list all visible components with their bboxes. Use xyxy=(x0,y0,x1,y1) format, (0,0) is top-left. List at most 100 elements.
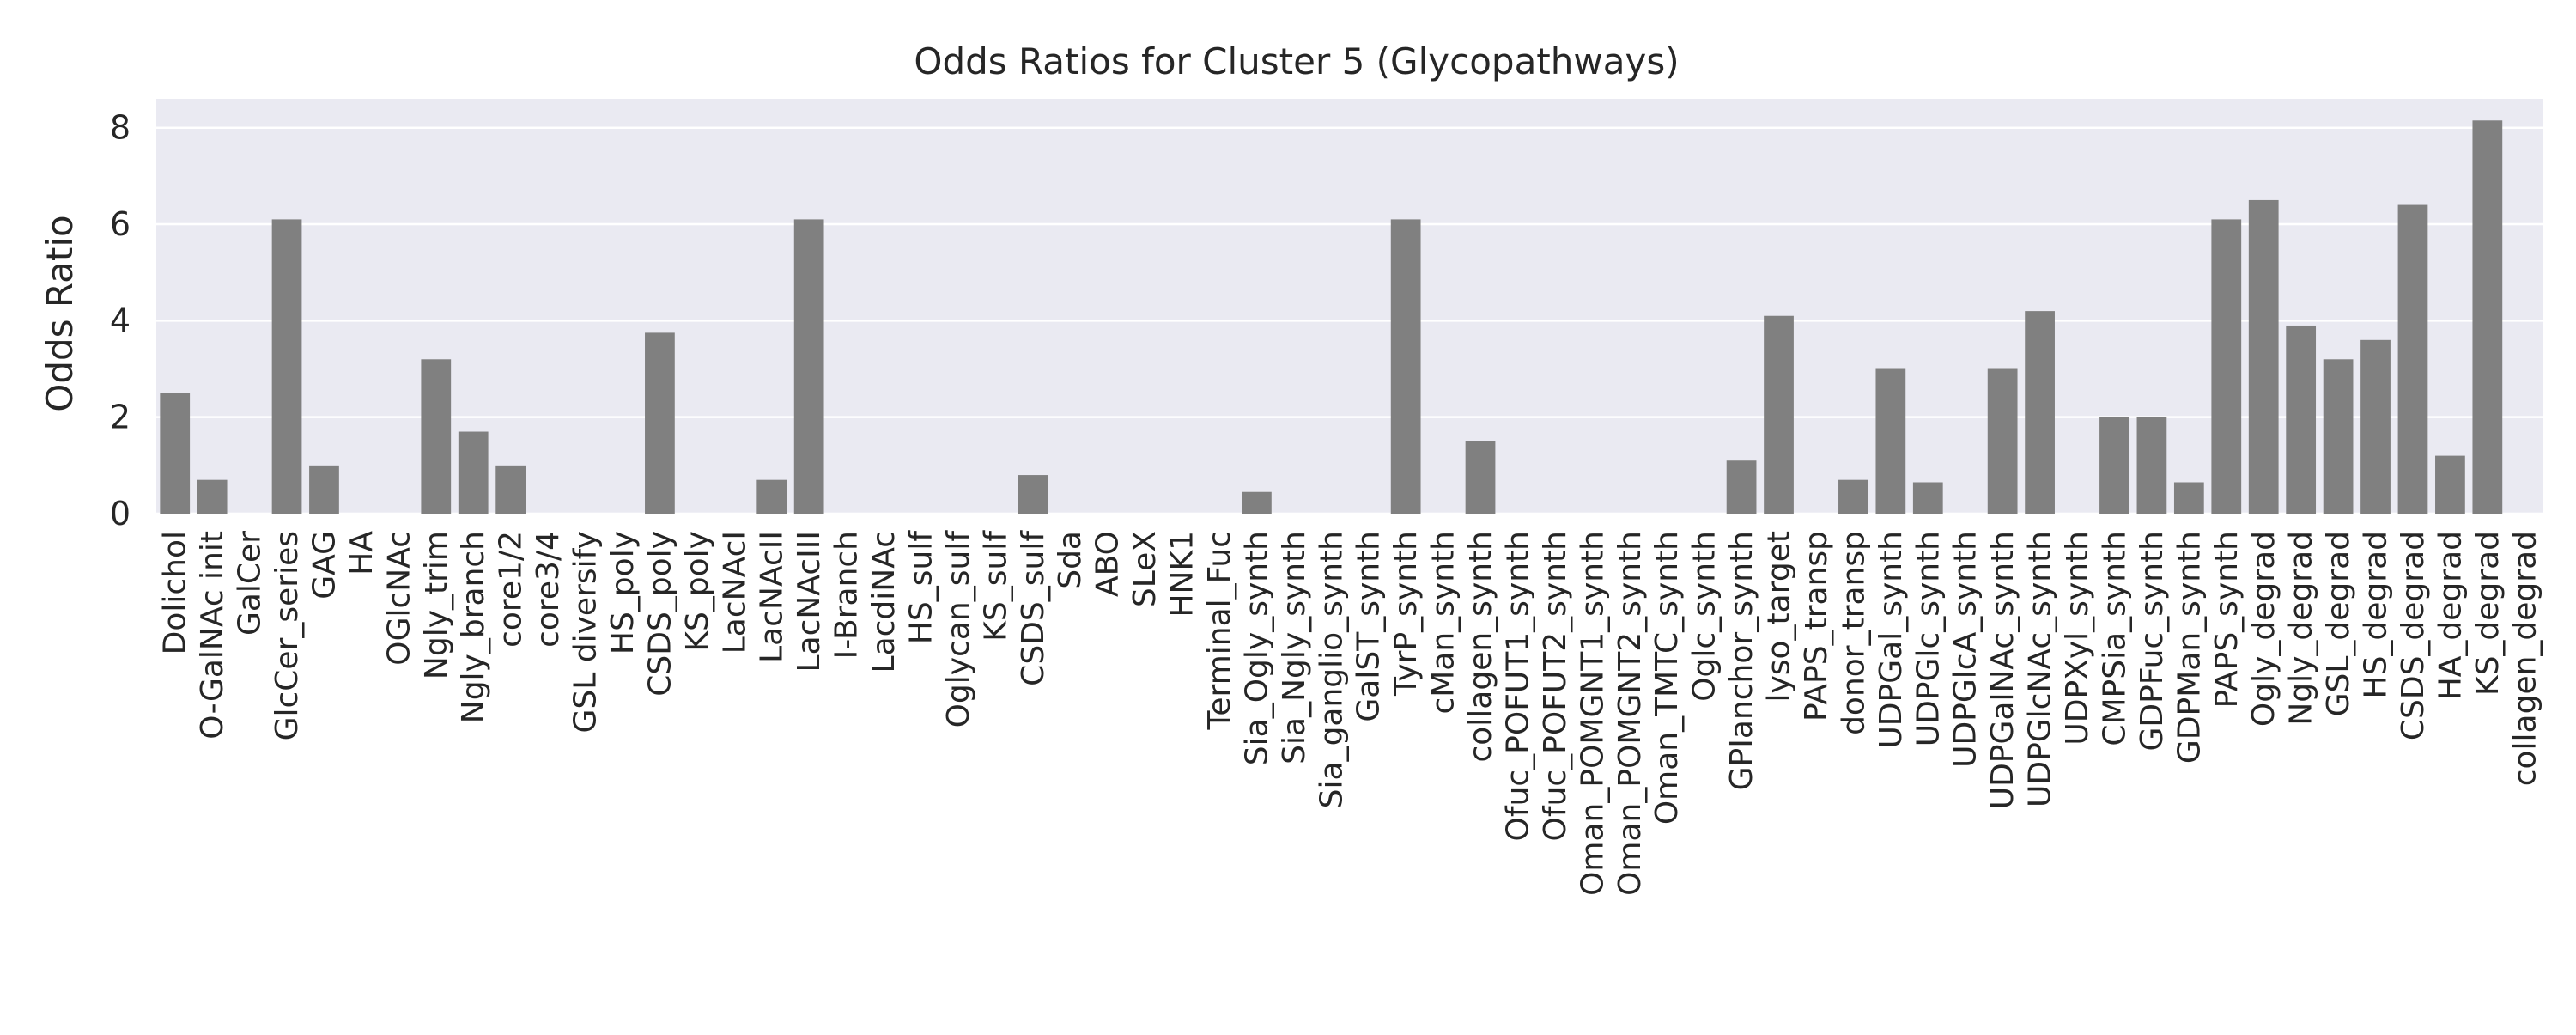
bar-tyrp-synth xyxy=(1390,219,1421,514)
x-tick-label: UDPGal_synth xyxy=(1874,531,1909,749)
x-tick-label: Oman_POMGNT1_synth xyxy=(1575,531,1610,896)
x-tick-label: Terminal_Fuc xyxy=(1202,531,1237,731)
bar-udpglc-synth xyxy=(1912,482,1943,514)
bar-gdpman-synth xyxy=(2173,482,2204,514)
bar-sia-ogly-synth xyxy=(1242,491,1272,514)
x-tick-label: Ofuc_POFUT1_synth xyxy=(1500,531,1535,841)
bar-lyso-target xyxy=(1764,315,1794,514)
bar-cmpsia-synth xyxy=(2099,417,2129,514)
x-tick-label: GDPMan_synth xyxy=(2172,531,2207,764)
x-tick-label: LacNAcIII xyxy=(792,531,827,672)
x-tick-label: PAPS_transp xyxy=(1799,531,1834,721)
x-tick-label: Ngly_degrad xyxy=(2284,531,2319,726)
bar-ngly-trim xyxy=(421,359,452,514)
x-tick-label: GPIanchor_synth xyxy=(1724,531,1759,790)
x-tick-label: CSDS_degrad xyxy=(2396,531,2431,740)
bars xyxy=(160,120,2503,514)
bar-core1-2 xyxy=(495,465,526,514)
x-tick-label: Oman_TMTC_synth xyxy=(1649,531,1685,825)
x-tick-label: O-GalNAc init xyxy=(195,531,230,740)
x-tick-label: Sia_Ngly_synth xyxy=(1277,531,1312,764)
x-tick-label: CSDS_sulf xyxy=(1016,530,1051,686)
bar-gpianchor-synth xyxy=(1726,460,1757,514)
bar-udpgal-synth xyxy=(1875,368,1906,514)
bar-gdpfuc-synth xyxy=(2136,417,2167,514)
chart-title: Odds Ratios for Cluster 5 (Glycopathways… xyxy=(914,40,1679,82)
x-tick-label: HS_poly xyxy=(605,531,641,654)
x-tick-label: UDPGalNAc_synth xyxy=(1985,531,2020,809)
x-tick-label: KS_sulf xyxy=(978,530,1013,642)
bar-lacnaciii xyxy=(793,219,824,514)
bar-csds-degrad xyxy=(2397,204,2428,514)
bar-ngly-degrad xyxy=(2286,325,2317,514)
bar-ks-degrad xyxy=(2472,120,2503,514)
x-tick-label: Sia_Ogly_synth xyxy=(1239,531,1274,765)
x-tick-label: TyrP_synth xyxy=(1388,531,1424,697)
x-tick-label: GDPFuc_synth xyxy=(2135,531,2170,751)
x-tick-label: donor_transp xyxy=(1836,531,1871,735)
x-tick-label: HS_degrad xyxy=(2359,531,2394,699)
y-tick-label: 6 xyxy=(110,205,131,243)
x-tick-label: GlcCer_series xyxy=(270,531,305,740)
bar-gsl-degrad xyxy=(2323,359,2354,514)
bar-udpglcnac-synth xyxy=(2025,311,2055,514)
x-tick-label: Ngly_branch xyxy=(456,531,491,723)
x-tick-label: UDPGlc_synth xyxy=(1911,531,1946,746)
bar-o-galnac-init xyxy=(197,479,228,514)
x-tick-label: LacNAcII xyxy=(755,531,790,663)
bar-lacnacii xyxy=(756,479,787,514)
bar-hs-degrad xyxy=(2360,339,2391,514)
bar-collagen-synth xyxy=(1465,441,1496,514)
x-tick-label: CMPSia_synth xyxy=(2097,531,2132,746)
x-tick-label: core3/4 xyxy=(531,531,566,648)
x-tick-label: collagen_synth xyxy=(1463,531,1498,763)
x-tick-label: Ogly_degrad xyxy=(2246,531,2281,727)
x-tick-label: collagen_degrad xyxy=(2507,531,2543,786)
x-tick-label: Ngly_trim xyxy=(419,531,454,679)
bar-csds-sulf xyxy=(1018,475,1048,514)
x-axis-ticks: Dolichol O-GalNAc init GalCer GlcCer_series… xyxy=(158,530,2543,896)
x-tick-label: Ofuc_POFUT2_synth xyxy=(1538,531,1573,841)
x-tick-label: Oglycan_sulf xyxy=(941,530,976,728)
bar-ogly-degrad xyxy=(2248,199,2279,514)
x-tick-label: KS_poly xyxy=(680,531,715,652)
x-tick-label: GalST_synth xyxy=(1352,531,1387,722)
y-tick-label: 4 xyxy=(110,301,131,339)
x-tick-label: OGlcNAc xyxy=(381,531,416,666)
bar-udpgalnac-synth xyxy=(1987,368,2018,514)
y-axis-label: Odds Ratio xyxy=(39,215,81,411)
x-tick-label: Sia_ganglio_synth xyxy=(1314,531,1349,808)
x-tick-label: cMan_synth xyxy=(1426,531,1461,715)
bar-glccer-series xyxy=(271,219,302,514)
x-tick-label: HA_degrad xyxy=(2433,531,2468,700)
y-tick-label: 8 xyxy=(110,109,131,147)
x-tick-label: CSDS_poly xyxy=(642,531,677,697)
bar-donor-transp xyxy=(1838,479,1868,514)
bar-gag xyxy=(309,465,339,514)
x-tick-label: UDPXyl_synth xyxy=(2060,531,2095,746)
x-tick-label: GalCer xyxy=(233,531,268,636)
x-tick-label: LacdiNAc xyxy=(866,531,902,673)
bar-ngly-branch xyxy=(458,431,489,514)
x-tick-label: I-Branch xyxy=(829,531,865,659)
bar-paps-synth xyxy=(2211,219,2242,514)
x-tick-label: HS_sulf xyxy=(903,530,939,644)
x-tick-label: PAPS_synth xyxy=(2209,531,2245,708)
y-tick-label: 2 xyxy=(110,399,131,436)
x-tick-label: GSL diversify xyxy=(568,531,604,733)
x-tick-label: Dolichol xyxy=(158,531,193,654)
x-tick-label: UDPGlcA_synth xyxy=(1948,531,1984,768)
x-tick-label: SLeX xyxy=(1127,531,1163,607)
x-tick-label: GAG xyxy=(307,531,342,600)
x-tick-label: HA xyxy=(344,531,380,575)
x-tick-label: HNK1 xyxy=(1165,531,1200,618)
x-tick-label: KS_degrad xyxy=(2470,531,2506,696)
x-tick-label: Sda xyxy=(1053,531,1088,589)
x-tick-label: LacNAcI xyxy=(717,531,752,654)
x-tick-label: Oman_POMGNT2_synth xyxy=(1613,531,1648,896)
x-tick-label: Oglc_synth xyxy=(1687,531,1722,702)
x-tick-label: core1/2 xyxy=(494,531,529,648)
x-tick-label: GSL_degrad xyxy=(2321,531,2356,716)
bar-ha-degrad xyxy=(2435,455,2465,514)
